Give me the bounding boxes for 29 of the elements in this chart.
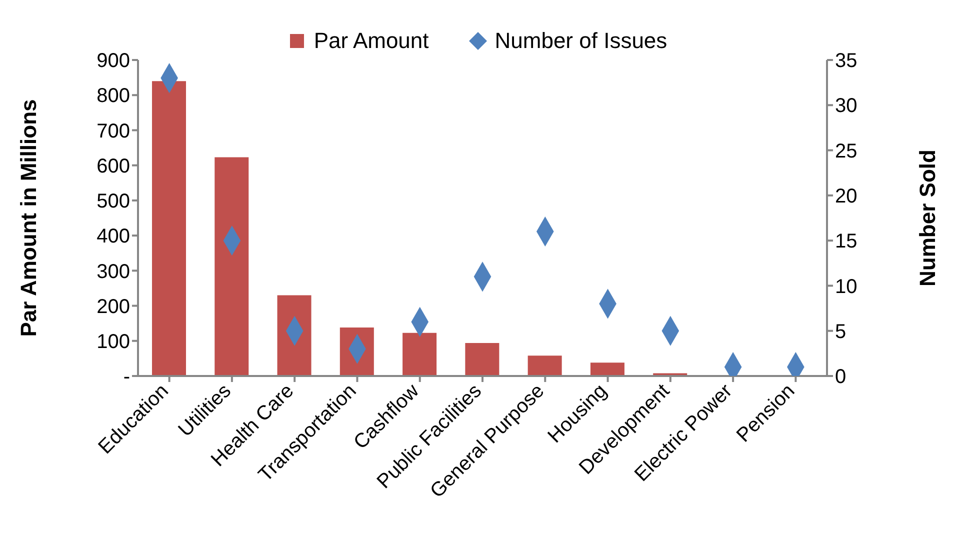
- bar: [152, 81, 186, 376]
- bar: [402, 332, 437, 376]
- y-tick-label: 100: [96, 330, 130, 353]
- y-tick-label: 400: [96, 226, 130, 248]
- y2-tick-label: 20: [835, 186, 858, 208]
- y-tick-label: -: [123, 366, 130, 388]
- bar: [528, 356, 562, 376]
- y-tick-label: 900: [96, 50, 130, 72]
- y2-tick-label: 35: [835, 50, 858, 72]
- legend-label: Number of Issues: [494, 28, 668, 54]
- y2-tick-label: 0: [835, 366, 846, 388]
- y2-axis-title: Number Sold: [914, 150, 940, 286]
- y2-tick-label: 15: [835, 230, 858, 253]
- y-tick-label: 700: [96, 120, 130, 142]
- legend-label: Par Amount: [312, 28, 429, 54]
- y2-tick-label: 10: [835, 276, 858, 298]
- y-tick-label: 600: [96, 155, 130, 178]
- bar: [465, 342, 500, 376]
- y-tick-label: 500: [96, 190, 130, 213]
- y-tick-label: 200: [96, 296, 130, 318]
- y-tick-label: 300: [96, 260, 130, 283]
- y2-tick-label: 30: [835, 95, 858, 118]
- bar: [214, 157, 249, 376]
- y-tick-label: 800: [96, 85, 130, 108]
- bar: [277, 295, 312, 376]
- y-axis-title: Par Amount in Millions: [16, 99, 41, 337]
- y2-tick-label: 5: [835, 320, 846, 343]
- bar: [590, 362, 624, 376]
- y2-tick-label: 25: [835, 140, 858, 162]
